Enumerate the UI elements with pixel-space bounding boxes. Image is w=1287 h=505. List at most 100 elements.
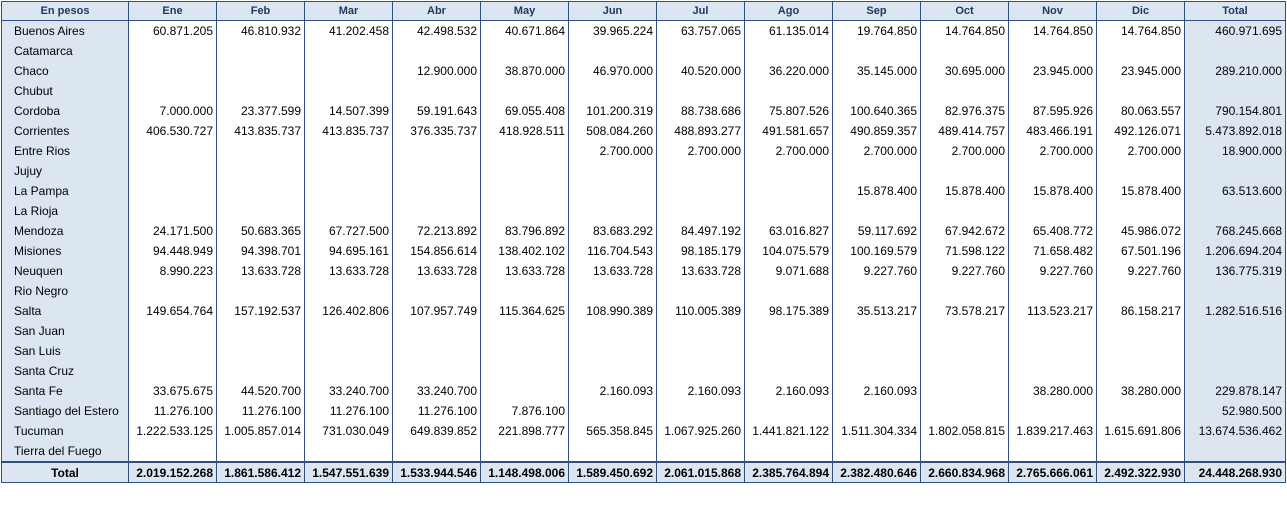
table-cell	[304, 201, 393, 221]
grand-total: 24.448.268.930	[1184, 461, 1286, 483]
table-cell	[216, 361, 305, 381]
province-name: Santa Cruz	[1, 361, 129, 381]
table-cell: 39.965.224	[568, 20, 657, 41]
table-cell	[656, 441, 745, 463]
table-cell	[392, 141, 481, 161]
table-cell	[744, 401, 833, 421]
table-row: Cordoba 7.000.000 23.377.599 14.507.399 59.1…	[1, 101, 1286, 121]
table-cell	[1096, 341, 1185, 361]
table-row: Chaco 12.900.000 38.870.000 46.970.000 40.52…	[1, 61, 1286, 81]
table-cell: 418.928.511	[480, 121, 569, 141]
province-name: San Luis	[1, 341, 129, 361]
table-header: En pesos Ene Feb Mar Abr May Jun Jul Ago Sep Oct N…	[1, 1, 1286, 21]
table-cell	[392, 281, 481, 301]
table-cell	[832, 341, 921, 361]
table-cell: 13.633.728	[392, 261, 481, 281]
table-cell	[392, 161, 481, 181]
table-cell	[568, 281, 657, 301]
table-cell	[216, 181, 305, 201]
table-cell	[832, 441, 921, 463]
table-cell	[1008, 321, 1097, 341]
table-cell: 41.202.458	[304, 20, 393, 41]
province-name: Neuquen	[1, 261, 129, 281]
table-cell	[832, 401, 921, 421]
table-cell: 75.807.526	[744, 101, 833, 121]
table-cell: 19.764.850	[832, 20, 921, 41]
table-cell: 11.276.100	[392, 401, 481, 421]
row-total: 136.775.319	[1184, 261, 1286, 281]
table-cell: 138.402.102	[480, 241, 569, 261]
table-cell	[920, 281, 1009, 301]
table-cell	[392, 81, 481, 101]
row-total	[1184, 201, 1286, 221]
table-cell	[1096, 281, 1185, 301]
table-cell: 83.683.292	[568, 221, 657, 241]
table-cell	[1008, 401, 1097, 421]
row-total	[1184, 81, 1286, 101]
table-cell	[568, 401, 657, 421]
table-row: San Luis	[1, 341, 1286, 361]
table-cell: 33.675.675	[128, 381, 217, 401]
month-total: 2.385.764.894	[744, 461, 833, 483]
table-cell	[656, 161, 745, 181]
table-cell	[216, 61, 305, 81]
table-cell: 46.810.932	[216, 20, 305, 41]
table-cell	[216, 281, 305, 301]
province-name: Catamarca	[1, 41, 129, 61]
table-cell: 376.335.737	[392, 121, 481, 141]
table-container: En pesos Ene Feb Mar Abr May Jun Jul Ago Sep Oct N…	[1, 1, 1286, 483]
province-name: Mendoza	[1, 221, 129, 241]
table-cell	[568, 361, 657, 381]
table-cell: 13.633.728	[216, 261, 305, 281]
table-cell: 80.063.557	[1096, 101, 1185, 121]
month-total: 1.589.450.692	[568, 461, 657, 483]
table-cell	[1096, 201, 1185, 221]
row-total: 1.206.694.204	[1184, 241, 1286, 261]
table-cell: 83.796.892	[480, 221, 569, 241]
table-cell: 508.084.260	[568, 121, 657, 141]
header-month: Dic	[1096, 1, 1185, 21]
table-cell: 9.227.760	[1008, 261, 1097, 281]
table-cell: 13.633.728	[480, 261, 569, 281]
table-cell	[392, 441, 481, 463]
table-cell	[392, 181, 481, 201]
table-cell	[920, 441, 1009, 463]
month-total: 2.382.480.646	[832, 461, 921, 483]
table-cell: 108.990.389	[568, 301, 657, 321]
table-cell	[304, 281, 393, 301]
table-cell: 15.878.400	[920, 181, 1009, 201]
header-month: Jul	[656, 1, 745, 21]
table-cell: 63.757.065	[656, 20, 745, 41]
table-cell	[832, 161, 921, 181]
table-cell	[480, 281, 569, 301]
table-cell: 2.700.000	[1096, 141, 1185, 161]
month-total: 1.547.551.639	[304, 461, 393, 483]
table-cell	[1096, 361, 1185, 381]
table-cell	[744, 181, 833, 201]
table-cell	[216, 201, 305, 221]
table-cell	[920, 321, 1009, 341]
table-row: Entre Rios 2.700.000 2.700.000 2.700.000 2.7…	[1, 141, 1286, 161]
table-cell	[744, 161, 833, 181]
table-cell: 11.276.100	[304, 401, 393, 421]
table-cell: 35.513.217	[832, 301, 921, 321]
table-cell	[128, 81, 217, 101]
province-name: La Rioja	[1, 201, 129, 221]
table-cell	[920, 401, 1009, 421]
total-row-label: Total	[1, 461, 129, 483]
table-cell: 23.945.000	[1008, 61, 1097, 81]
table-cell	[304, 161, 393, 181]
table-cell	[304, 61, 393, 81]
table-cell	[832, 321, 921, 341]
table-cell	[832, 201, 921, 221]
table-cell	[392, 321, 481, 341]
table-cell: 116.704.543	[568, 241, 657, 261]
header-month: May	[480, 1, 569, 21]
table-cell	[304, 41, 393, 61]
table-cell	[832, 281, 921, 301]
table-cell	[216, 41, 305, 61]
row-total	[1184, 41, 1286, 61]
header-month: Ene	[128, 1, 217, 21]
row-total: 229.878.147	[1184, 381, 1286, 401]
table-cell: 2.700.000	[744, 141, 833, 161]
